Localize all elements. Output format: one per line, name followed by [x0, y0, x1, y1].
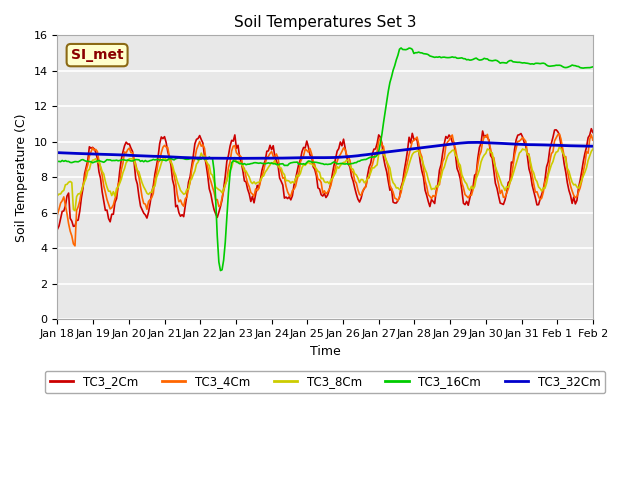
Line: TC3_8Cm: TC3_8Cm [58, 147, 593, 211]
TC3_16Cm [589, 64, 596, 70]
TC3_16Cm [216, 268, 224, 274]
TC3_4Cm [356, 192, 364, 198]
TC3_16Cm [54, 159, 61, 165]
TC3_8Cm [54, 193, 61, 199]
TC3_8Cm [500, 184, 508, 190]
TC3_2Cm [492, 180, 499, 186]
Line: TC3_32Cm: TC3_32Cm [58, 143, 593, 158]
TC3_4Cm [589, 137, 596, 143]
TC3_4Cm [493, 175, 501, 180]
TC3_8Cm [556, 144, 563, 150]
TC3_8Cm [589, 146, 596, 152]
TC3_16Cm [213, 233, 221, 239]
TC3_32Cm [60, 150, 68, 156]
TC3_4Cm [556, 131, 563, 137]
TC3_2Cm [354, 196, 362, 202]
TC3_16Cm [356, 158, 364, 164]
Line: TC3_2Cm: TC3_2Cm [58, 129, 593, 229]
TC3_32Cm [495, 140, 502, 146]
TC3_2Cm [589, 130, 596, 135]
Line: TC3_4Cm: TC3_4Cm [58, 134, 593, 246]
TC3_8Cm [60, 188, 68, 193]
TC3_4Cm [215, 204, 223, 209]
TC3_4Cm [173, 192, 181, 198]
TC3_4Cm [54, 212, 61, 217]
TC3_2Cm [54, 227, 61, 232]
TC3_8Cm [71, 208, 79, 214]
TC3_16Cm [495, 59, 502, 65]
TC3_16Cm [397, 45, 405, 51]
TC3_32Cm [356, 153, 364, 158]
TC3_4Cm [60, 194, 68, 200]
TC3_16Cm [501, 60, 509, 66]
TC3_16Cm [60, 158, 68, 164]
TC3_32Cm [213, 156, 221, 161]
TC3_8Cm [493, 168, 501, 174]
TC3_8Cm [173, 179, 181, 184]
TC3_32Cm [172, 154, 180, 160]
TC3_32Cm [589, 144, 596, 149]
Text: SI_met: SI_met [71, 48, 124, 62]
TC3_2Cm [588, 126, 595, 132]
TC3_2Cm [213, 215, 221, 220]
TC3_2Cm [60, 208, 68, 214]
TC3_32Cm [244, 156, 252, 161]
Title: Soil Temperatures Set 3: Soil Temperatures Set 3 [234, 15, 417, 30]
X-axis label: Time: Time [310, 345, 340, 358]
Legend: TC3_2Cm, TC3_4Cm, TC3_8Cm, TC3_16Cm, TC3_32Cm: TC3_2Cm, TC3_4Cm, TC3_8Cm, TC3_16Cm, TC3… [45, 371, 605, 393]
Y-axis label: Soil Temperature (C): Soil Temperature (C) [15, 113, 28, 241]
TC3_32Cm [469, 140, 477, 145]
TC3_8Cm [356, 180, 364, 185]
TC3_4Cm [500, 194, 508, 200]
TC3_2Cm [498, 201, 506, 206]
TC3_8Cm [215, 187, 223, 192]
TC3_32Cm [501, 141, 509, 146]
Line: TC3_16Cm: TC3_16Cm [58, 48, 593, 271]
TC3_4Cm [71, 243, 79, 249]
TC3_2Cm [172, 204, 180, 210]
TC3_32Cm [54, 150, 61, 156]
TC3_16Cm [172, 156, 180, 162]
